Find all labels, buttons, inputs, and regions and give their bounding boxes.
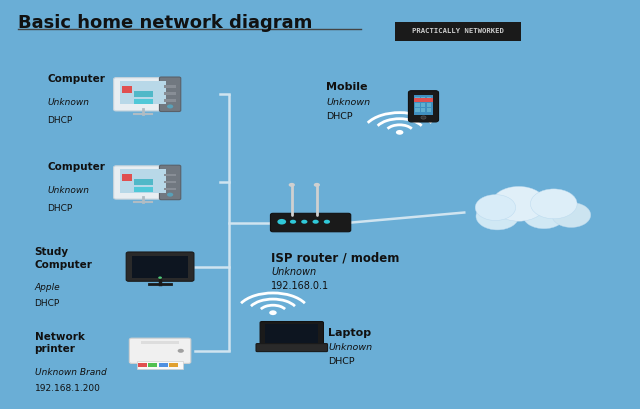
Bar <box>138 363 147 366</box>
Bar <box>265 324 319 343</box>
Text: Unknown Brand: Unknown Brand <box>35 368 106 377</box>
Text: DHCP: DHCP <box>328 357 355 366</box>
Bar <box>134 187 152 192</box>
Circle shape <box>476 195 516 220</box>
Text: 192.168.0.1: 192.168.0.1 <box>271 281 329 291</box>
FancyBboxPatch shape <box>114 166 172 199</box>
Text: Unknown: Unknown <box>271 267 316 277</box>
Text: Laptop: Laptop <box>328 328 371 337</box>
Bar <box>122 85 132 93</box>
Bar <box>148 363 157 366</box>
FancyBboxPatch shape <box>260 321 323 346</box>
Bar <box>164 181 177 183</box>
Bar <box>164 92 177 95</box>
Circle shape <box>167 104 173 108</box>
Bar <box>421 97 426 101</box>
Bar <box>159 363 168 366</box>
Text: Unknown: Unknown <box>47 187 89 196</box>
Bar <box>134 99 152 104</box>
Bar <box>137 361 183 369</box>
Text: Unknown: Unknown <box>326 98 371 107</box>
Circle shape <box>314 183 320 187</box>
FancyBboxPatch shape <box>159 77 180 112</box>
Circle shape <box>324 220 330 224</box>
Circle shape <box>290 220 296 224</box>
Text: 192.168.1.200: 192.168.1.200 <box>35 384 100 393</box>
Text: PRACTICALLY NETWORKED: PRACTICALLY NETWORKED <box>412 28 504 34</box>
Bar <box>164 99 177 102</box>
Circle shape <box>158 276 162 279</box>
Text: DHCP: DHCP <box>326 112 353 121</box>
Bar <box>164 173 177 176</box>
FancyBboxPatch shape <box>114 78 172 111</box>
Circle shape <box>552 202 591 227</box>
Text: Mobile: Mobile <box>326 82 368 92</box>
Text: Network
printer: Network printer <box>35 332 84 354</box>
Bar <box>415 97 420 101</box>
Circle shape <box>178 349 184 353</box>
Circle shape <box>277 219 286 225</box>
Bar <box>134 179 152 185</box>
Bar <box>427 97 431 101</box>
Circle shape <box>396 130 403 135</box>
Text: Unknown: Unknown <box>328 343 372 352</box>
FancyBboxPatch shape <box>256 344 328 352</box>
Text: Basic home network diagram: Basic home network diagram <box>18 14 312 32</box>
Text: ISP router / modem: ISP router / modem <box>271 252 399 264</box>
Text: Unknown: Unknown <box>47 98 89 107</box>
Circle shape <box>312 220 319 224</box>
Circle shape <box>523 201 565 229</box>
Bar <box>120 81 166 104</box>
Circle shape <box>167 193 173 197</box>
Bar <box>134 91 152 97</box>
Circle shape <box>492 187 546 221</box>
Bar <box>421 103 426 107</box>
Text: DHCP: DHCP <box>47 116 72 125</box>
Text: Study
Computer: Study Computer <box>35 247 93 270</box>
Bar <box>415 103 420 107</box>
Bar <box>122 174 132 181</box>
Text: DHCP: DHCP <box>35 299 60 308</box>
Bar <box>120 169 166 193</box>
Bar <box>414 98 433 102</box>
Text: Computer: Computer <box>47 74 105 84</box>
Bar <box>421 108 426 112</box>
Bar <box>141 341 179 344</box>
Bar <box>169 363 178 366</box>
FancyBboxPatch shape <box>396 22 521 40</box>
Bar <box>427 108 431 112</box>
FancyBboxPatch shape <box>159 165 180 200</box>
Text: Computer: Computer <box>47 162 105 173</box>
Bar <box>427 103 431 107</box>
FancyBboxPatch shape <box>129 338 191 364</box>
Circle shape <box>269 310 276 315</box>
FancyBboxPatch shape <box>271 213 351 232</box>
Bar <box>132 256 188 278</box>
Text: DHCP: DHCP <box>47 204 72 213</box>
Bar <box>414 94 433 115</box>
Bar <box>164 85 177 88</box>
Bar <box>415 108 420 112</box>
FancyBboxPatch shape <box>126 252 194 281</box>
Circle shape <box>421 116 426 119</box>
Bar <box>164 188 177 191</box>
FancyBboxPatch shape <box>408 91 438 122</box>
Circle shape <box>301 220 307 224</box>
Text: Apple: Apple <box>35 283 60 292</box>
Circle shape <box>531 189 577 219</box>
Circle shape <box>289 183 295 187</box>
Circle shape <box>476 202 519 230</box>
